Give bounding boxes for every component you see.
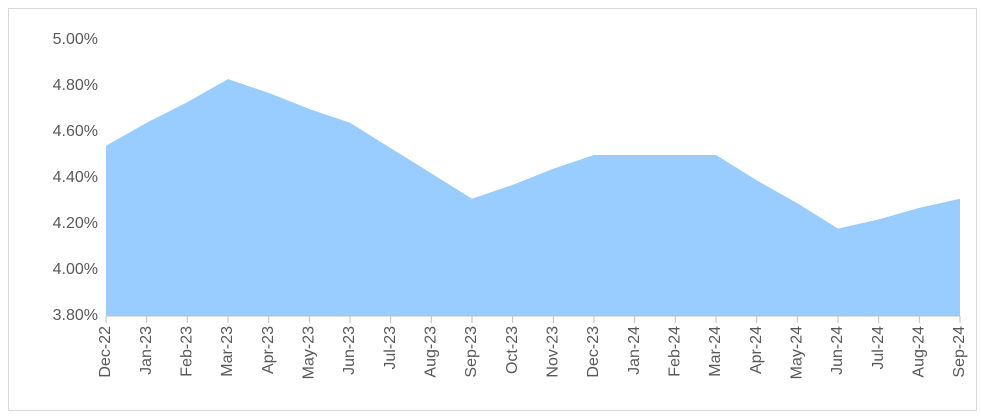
y-tick-label: 4.60%: [53, 123, 98, 140]
y-tick-label: 5.00%: [53, 31, 98, 48]
x-tick-label: Sep-24: [951, 326, 968, 378]
area: [106, 79, 960, 316]
x-tick-label: Jun-23: [341, 326, 358, 375]
x-tick-label: May-24: [789, 326, 806, 379]
y-tick-label: 4.00%: [53, 261, 98, 278]
x-tick-label: Aug-23: [423, 326, 440, 378]
y-tick-label: 4.40%: [53, 169, 98, 186]
x-tick-label: Oct-23: [504, 326, 521, 374]
y-tick-label: 4.20%: [53, 215, 98, 232]
y-tick-label: 3.80%: [53, 307, 98, 324]
x-tick-label: Dec-22: [97, 326, 114, 378]
x-tick-label: Jul-24: [870, 326, 887, 370]
x-tick-label: Mar-24: [707, 326, 724, 377]
x-tick-label: May-23: [301, 326, 318, 379]
x-tick-label: Mar-23: [219, 326, 236, 377]
x-tick-label: Dec-23: [585, 326, 602, 378]
x-tick-label: Jan-23: [138, 326, 155, 375]
x-tick-label: Nov-23: [545, 326, 562, 378]
x-tick-label: Feb-24: [667, 326, 684, 377]
x-tick-label: Feb-23: [179, 326, 196, 377]
x-tick-label: Jun-24: [829, 326, 846, 375]
x-tick-label: Jul-23: [382, 326, 399, 370]
y-tick-label: 4.80%: [53, 77, 98, 94]
x-tick-label: Sep-23: [463, 326, 480, 378]
x-tick-label: Jan-24: [626, 326, 643, 375]
x-tick-label: Apr-24: [748, 326, 765, 374]
x-tick-label: Apr-23: [260, 326, 277, 374]
x-tick-label: Aug-24: [911, 326, 928, 378]
